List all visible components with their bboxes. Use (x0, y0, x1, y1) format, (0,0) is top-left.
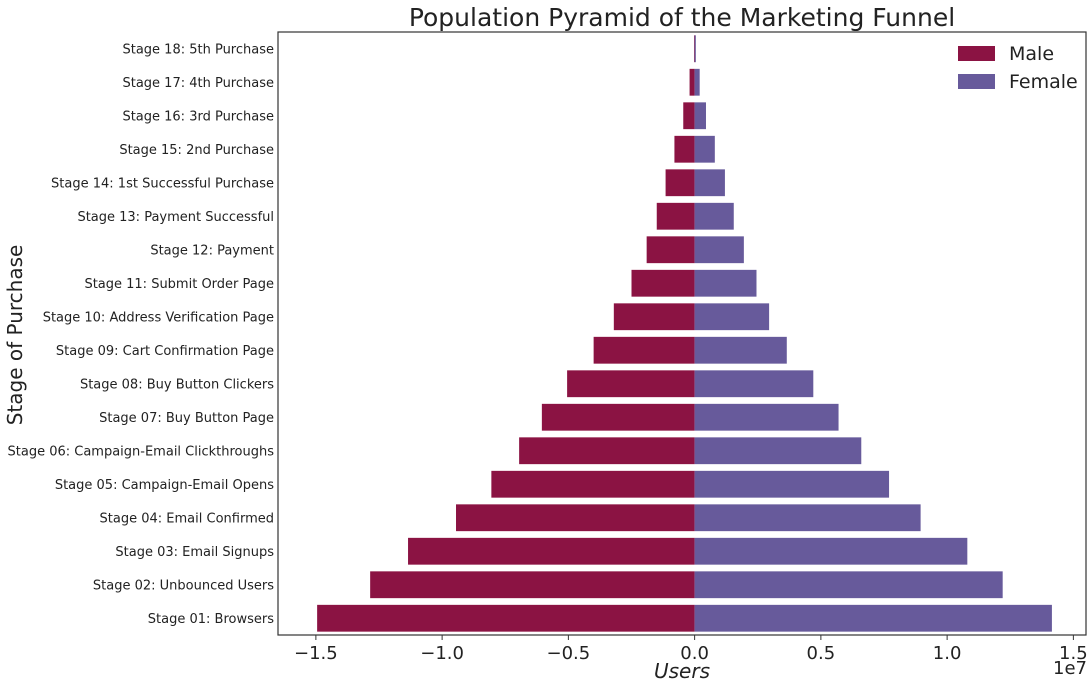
x-ticks: −1.5 −1.0 −0.5 0.0 0.5 1.0 1.5 (294, 635, 1088, 664)
y-tick-label: Stage 05: Campaign-Email Opens (55, 478, 274, 493)
plot-frame (277, 31, 1087, 636)
y-tick-label: Stage 14: 1st Successful Purchase (51, 176, 274, 191)
x-axis-label: Users (654, 659, 710, 683)
bar-male-16 (408, 537, 695, 565)
y-tick-label: Stage 10: Address Verification Page (43, 310, 274, 325)
bar-female-9 (694, 303, 770, 331)
y-tick-label: Stage 17: 4th Purchase (122, 76, 274, 91)
x-tick-label: 0.5 (807, 643, 836, 664)
x-tick-label: 1.0 (933, 643, 962, 664)
bar-male-18 (317, 604, 695, 632)
y-tick-label: Stage 15: 2nd Purchase (119, 143, 274, 158)
bar-female-16 (694, 537, 968, 565)
bar-male-4 (674, 135, 695, 163)
legend: Male Female (958, 43, 1078, 93)
bar-female-17 (694, 571, 1003, 599)
x-tick-label: −0.5 (547, 643, 591, 664)
bars-layer (317, 35, 1052, 632)
bar-female-11 (694, 370, 814, 398)
bar-female-6 (694, 202, 734, 230)
y-tick-label: Stage 11: Submit Order Page (84, 277, 274, 292)
bar-male-8 (631, 269, 695, 297)
y-tick-labels: Stage 18: 5th Purchase Stage 17: 4th Purc… (8, 42, 275, 627)
bar-female-3 (694, 102, 706, 130)
bar-female-15 (694, 504, 921, 532)
y-tick-label: Stage 18: 5th Purchase (122, 42, 274, 57)
y-tick-label: Stage 03: Email Signups (115, 545, 274, 560)
bar-female-8 (694, 269, 757, 297)
bar-female-5 (694, 169, 725, 197)
y-tick-label: Stage 02: Unbounced Users (93, 578, 274, 593)
y-tick-label: Stage 07: Buy Button Page (99, 411, 274, 426)
legend-swatch-female (958, 74, 995, 89)
legend-swatch-male (958, 46, 995, 61)
x-tick-label: −1.0 (420, 643, 464, 664)
y-tick-label: Stage 09: Cart Confirmation Page (56, 344, 274, 359)
bar-female-7 (694, 236, 744, 264)
bar-female-10 (694, 336, 787, 364)
bar-male-3 (683, 102, 695, 130)
y-tick-label: Stage 01: Browsers (148, 612, 274, 627)
x-offset-label: 1e7 (1053, 658, 1087, 679)
legend-label-male: Male (1009, 43, 1054, 65)
bar-male-2 (689, 68, 695, 96)
y-axis-label: Stage of Purchase (3, 245, 27, 426)
bar-female-14 (694, 470, 890, 498)
y-tick-label: Stage 08: Buy Button Clickers (80, 377, 274, 392)
bar-female-2 (694, 68, 700, 96)
bar-male-13 (519, 437, 695, 465)
y-tick-label: Stage 13: Payment Successful (77, 210, 274, 225)
bar-male-12 (541, 403, 695, 431)
legend-label-female: Female (1009, 71, 1078, 93)
bar-male-7 (646, 236, 695, 264)
bar-male-15 (456, 504, 695, 532)
bar-female-13 (694, 437, 862, 465)
x-tick-label: 0.0 (680, 643, 709, 664)
bar-female-18 (694, 604, 1052, 632)
bar-male-6 (656, 202, 695, 230)
bar-male-5 (665, 169, 695, 197)
x-tick-label: 1.5 (1059, 643, 1088, 664)
x-tick-label: −1.5 (294, 643, 338, 664)
bar-female-12 (694, 403, 839, 431)
bar-male-14 (491, 470, 695, 498)
bar-female-1 (694, 35, 696, 63)
bar-male-17 (370, 571, 695, 599)
bar-male-9 (613, 303, 695, 331)
y-tick-label: Stage 16: 3rd Purchase (122, 109, 274, 124)
y-tick-label: Stage 06: Campaign-Email Clickthroughs (8, 444, 275, 459)
bar-male-10 (593, 336, 695, 364)
chart-title: Population Pyramid of the Marketing Funn… (409, 3, 955, 32)
bar-female-4 (694, 135, 715, 163)
bar-male-11 (567, 370, 695, 398)
y-tick-label: Stage 12: Payment (150, 243, 274, 258)
y-tick-label: Stage 04: Email Confirmed (100, 511, 274, 526)
